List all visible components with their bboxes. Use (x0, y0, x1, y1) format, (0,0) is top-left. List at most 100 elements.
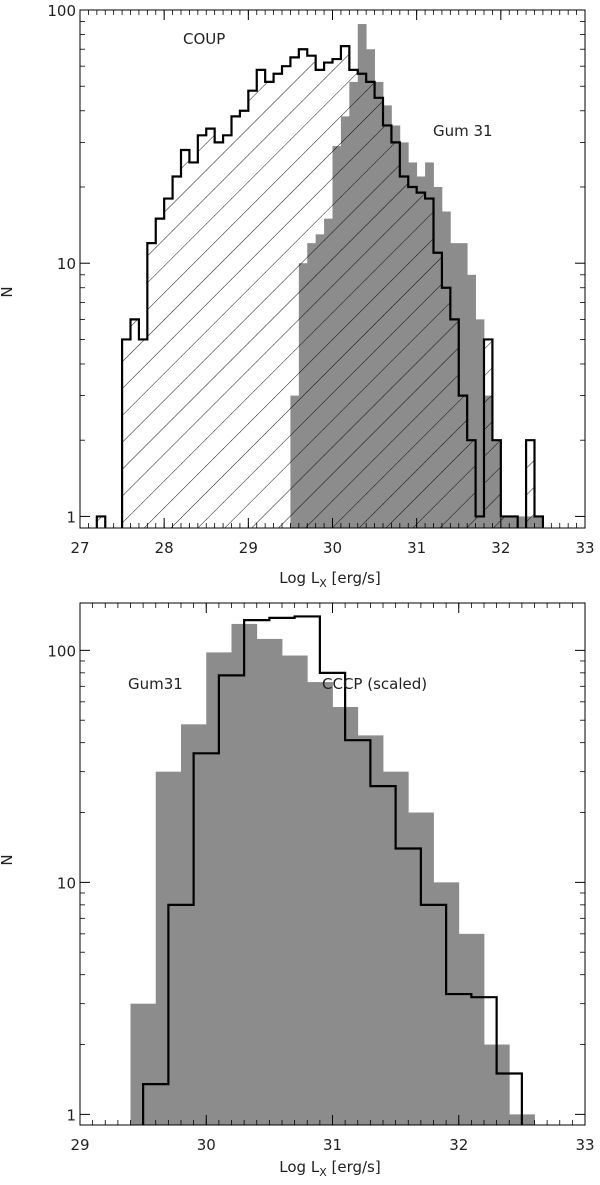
bottom-series-1 (142, 615, 523, 1125)
bottom-filled-bar-5 (256, 638, 283, 1125)
bottom-filled-bar-8 (332, 706, 359, 1125)
top-x-axis-label-main: Log L (279, 569, 320, 587)
top-hatched-bar-9 (189, 162, 199, 528)
bottom-x-axis-label: Log LX [erg/s] (279, 1158, 380, 1179)
top-series-0 (95, 45, 545, 529)
bottom-histogram-panel: 29 30 31 32 33 1 10 100 Gum31 CCCP (scaled) N L… (0, 602, 595, 1179)
top-x-tick-label: 28 (155, 539, 174, 557)
top-hatched-bar-5 (155, 218, 165, 528)
top-hatched-bar-28 (349, 69, 359, 528)
top-y-tick-label: 100 (47, 2, 76, 20)
top-hatched-bar-44 (484, 339, 493, 528)
top-hatched-bar-25 (324, 62, 333, 528)
bottom-x-axis-label-unit: [erg/s] (327, 1158, 381, 1176)
bottom-y-axis-label: N (0, 854, 16, 865)
top-x-tick-label: 27 (70, 539, 89, 557)
top-x-tick-label: 29 (239, 539, 258, 557)
top-histogram-marks (95, 24, 545, 529)
top-hatched-bar-42 (467, 440, 476, 528)
top-hatched-bar-2 (130, 319, 140, 528)
bottom-histogram-marks (130, 615, 535, 1125)
top-filled-bar-22 (475, 319, 485, 528)
top-hatched-bar-0 (96, 516, 106, 528)
top-hatched-bar-15 (239, 110, 249, 528)
top-hatched-bar-18 (265, 81, 274, 529)
top-hatched-bar-49 (534, 516, 544, 528)
top-x-tick-label: 30 (323, 539, 342, 557)
top-x-axis-label-sub: X (319, 577, 327, 590)
top-hatched-bar-1 (122, 339, 131, 528)
top-hatched-bar-19 (273, 73, 283, 529)
bottom-x-tick-label: 30 (197, 1136, 216, 1154)
top-x-tick-label: 32 (491, 539, 510, 557)
bottom-annotation-cccp: CCCP (scaled) (322, 675, 427, 693)
top-hatched-bar-27 (340, 46, 350, 529)
top-hatched-bar-17 (256, 69, 266, 528)
top-hatched-bar-41 (458, 395, 468, 528)
top-annotation-coup: COUP (183, 30, 225, 48)
bottom-filled-bar-9 (357, 735, 384, 1125)
top-hatched-bar-22 (298, 49, 308, 528)
top-hatched-bar-11 (206, 128, 216, 528)
top-y-tick-label: 10 (57, 255, 76, 273)
top-hatched-bar-7 (172, 176, 182, 528)
top-hatched-bar-34 (399, 176, 409, 528)
top-hatched-bar-16 (248, 90, 258, 529)
bottom-y-tick-label: 100 (47, 642, 76, 660)
top-hatched-bar-3 (138, 339, 148, 528)
top-hatched-bar-30 (366, 81, 375, 529)
top-hatched-bar-45 (492, 440, 502, 528)
bottom-filled-bar-4 (231, 623, 258, 1125)
bottom-outline-step (142, 615, 523, 1125)
top-hatched-bar-13 (223, 135, 232, 529)
top-hatched-bar-39 (441, 287, 451, 528)
top-hatched-bar-36 (416, 192, 426, 528)
top-hatched-bar-24 (315, 69, 325, 528)
bottom-x-tick-label: 32 (449, 1136, 468, 1154)
top-hatched-bar-20 (282, 66, 291, 528)
bottom-x-tick-label: 33 (575, 1136, 594, 1154)
top-hatched-bar-32 (383, 125, 392, 529)
top-hatched-bar-46 (500, 516, 510, 528)
top-x-tick-label: 31 (407, 539, 426, 557)
top-hatched-bar-31 (374, 97, 384, 529)
top-axis-ticks: 27 28 29 30 31 32 33 1 10 100 (47, 2, 594, 557)
top-x-tick-label: 33 (575, 539, 594, 557)
top-filled-bar-27 (517, 516, 527, 528)
bottom-x-tick-label: 29 (70, 1136, 89, 1154)
top-histogram-panel: 27 28 29 30 31 32 33 1 10 100 COUP Gum 31 N Log L… (0, 2, 595, 590)
top-hatched-bar-26 (332, 59, 342, 529)
top-hatched-bar-38 (433, 252, 443, 529)
top-hatched-bar-47 (509, 516, 519, 528)
bottom-series-0 (130, 623, 535, 1125)
bottom-axis-ticks: 29 30 31 32 33 1 10 100 (47, 603, 595, 1154)
top-hatched-bar-4 (147, 243, 157, 528)
top-annotation-gum31: Gum 31 (433, 122, 493, 140)
top-hatched-bar-37 (425, 198, 434, 528)
bottom-x-axis-label-sub: X (319, 1166, 327, 1179)
top-hatched-bar-33 (391, 142, 401, 528)
top-hatched-bar-21 (290, 57, 300, 528)
top-y-tick-label: 1 (66, 508, 76, 526)
top-hatched-bar-6 (164, 198, 173, 528)
bottom-y-tick-label: 10 (57, 874, 76, 892)
bottom-y-tick-label: 1 (66, 1106, 76, 1124)
top-hatched-bar-40 (450, 319, 460, 528)
bottom-filled-bar-6 (282, 655, 308, 1125)
bottom-x-tick-label: 31 (323, 1136, 342, 1154)
top-hatched-bar-43 (475, 516, 485, 528)
top-x-axis-label-unit: [erg/s] (327, 569, 381, 587)
bottom-filled-bar-13 (458, 933, 485, 1125)
bottom-x-axis-label-main: Log L (279, 1158, 320, 1176)
top-hatched-bar-29 (357, 73, 367, 529)
top-hatched-bar-48 (526, 440, 535, 528)
top-hatched-bar-35 (408, 186, 418, 528)
top-filled-bar-20 (458, 243, 468, 528)
bottom-annotation-gum31: Gum31 (128, 675, 183, 693)
top-hatched-bar-14 (231, 116, 241, 529)
top-hatched-bar-10 (197, 135, 207, 529)
top-hatched-bar-12 (214, 142, 224, 528)
top-y-axis-label: N (0, 286, 16, 297)
top-hatched-bar-8 (181, 149, 190, 528)
